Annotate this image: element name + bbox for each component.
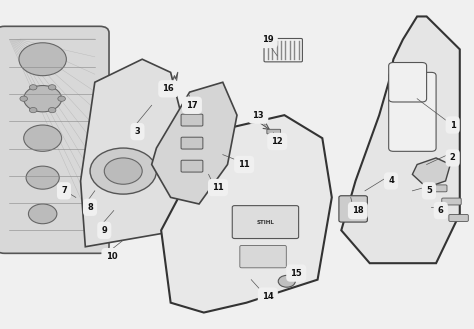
Polygon shape <box>341 16 460 263</box>
Text: 7: 7 <box>61 186 67 195</box>
Text: 2: 2 <box>450 153 456 163</box>
Circle shape <box>90 148 156 194</box>
Text: 11: 11 <box>238 160 250 169</box>
Text: 3: 3 <box>135 127 140 136</box>
Polygon shape <box>412 158 450 188</box>
Circle shape <box>19 43 66 76</box>
Circle shape <box>29 85 37 90</box>
FancyBboxPatch shape <box>181 137 203 149</box>
FancyBboxPatch shape <box>232 206 299 239</box>
FancyBboxPatch shape <box>389 63 427 102</box>
Circle shape <box>24 125 62 151</box>
Circle shape <box>24 86 62 112</box>
Text: 12: 12 <box>272 137 283 146</box>
Circle shape <box>26 166 59 189</box>
FancyBboxPatch shape <box>181 160 203 172</box>
Text: 19: 19 <box>262 35 273 44</box>
FancyBboxPatch shape <box>339 196 367 222</box>
Polygon shape <box>152 82 237 204</box>
FancyBboxPatch shape <box>442 198 461 205</box>
Text: 15: 15 <box>291 268 302 278</box>
Text: 8: 8 <box>87 203 93 212</box>
Circle shape <box>29 108 37 113</box>
Text: 4: 4 <box>388 176 394 186</box>
Circle shape <box>271 136 282 144</box>
Circle shape <box>104 158 142 184</box>
Circle shape <box>28 204 57 224</box>
Text: 10: 10 <box>106 252 117 261</box>
FancyBboxPatch shape <box>449 215 468 221</box>
FancyBboxPatch shape <box>428 185 447 192</box>
Text: 16: 16 <box>163 84 174 93</box>
Circle shape <box>20 96 27 101</box>
FancyBboxPatch shape <box>0 26 109 253</box>
Text: 18: 18 <box>352 206 364 215</box>
Polygon shape <box>81 59 190 247</box>
Text: 11: 11 <box>212 183 224 192</box>
Text: 17: 17 <box>186 101 198 110</box>
Circle shape <box>58 96 65 101</box>
Text: 6: 6 <box>438 206 444 215</box>
Text: 13: 13 <box>253 111 264 120</box>
FancyBboxPatch shape <box>181 114 203 126</box>
Text: STIHL: STIHL <box>256 219 274 225</box>
Circle shape <box>48 108 56 113</box>
Circle shape <box>278 275 295 287</box>
FancyBboxPatch shape <box>267 129 281 134</box>
FancyBboxPatch shape <box>389 72 436 151</box>
Text: 1: 1 <box>450 120 456 130</box>
Text: 5: 5 <box>426 186 432 195</box>
Text: 9: 9 <box>101 226 107 235</box>
Polygon shape <box>161 115 332 313</box>
Circle shape <box>48 85 56 90</box>
Text: 14: 14 <box>262 291 273 301</box>
FancyBboxPatch shape <box>240 245 286 268</box>
